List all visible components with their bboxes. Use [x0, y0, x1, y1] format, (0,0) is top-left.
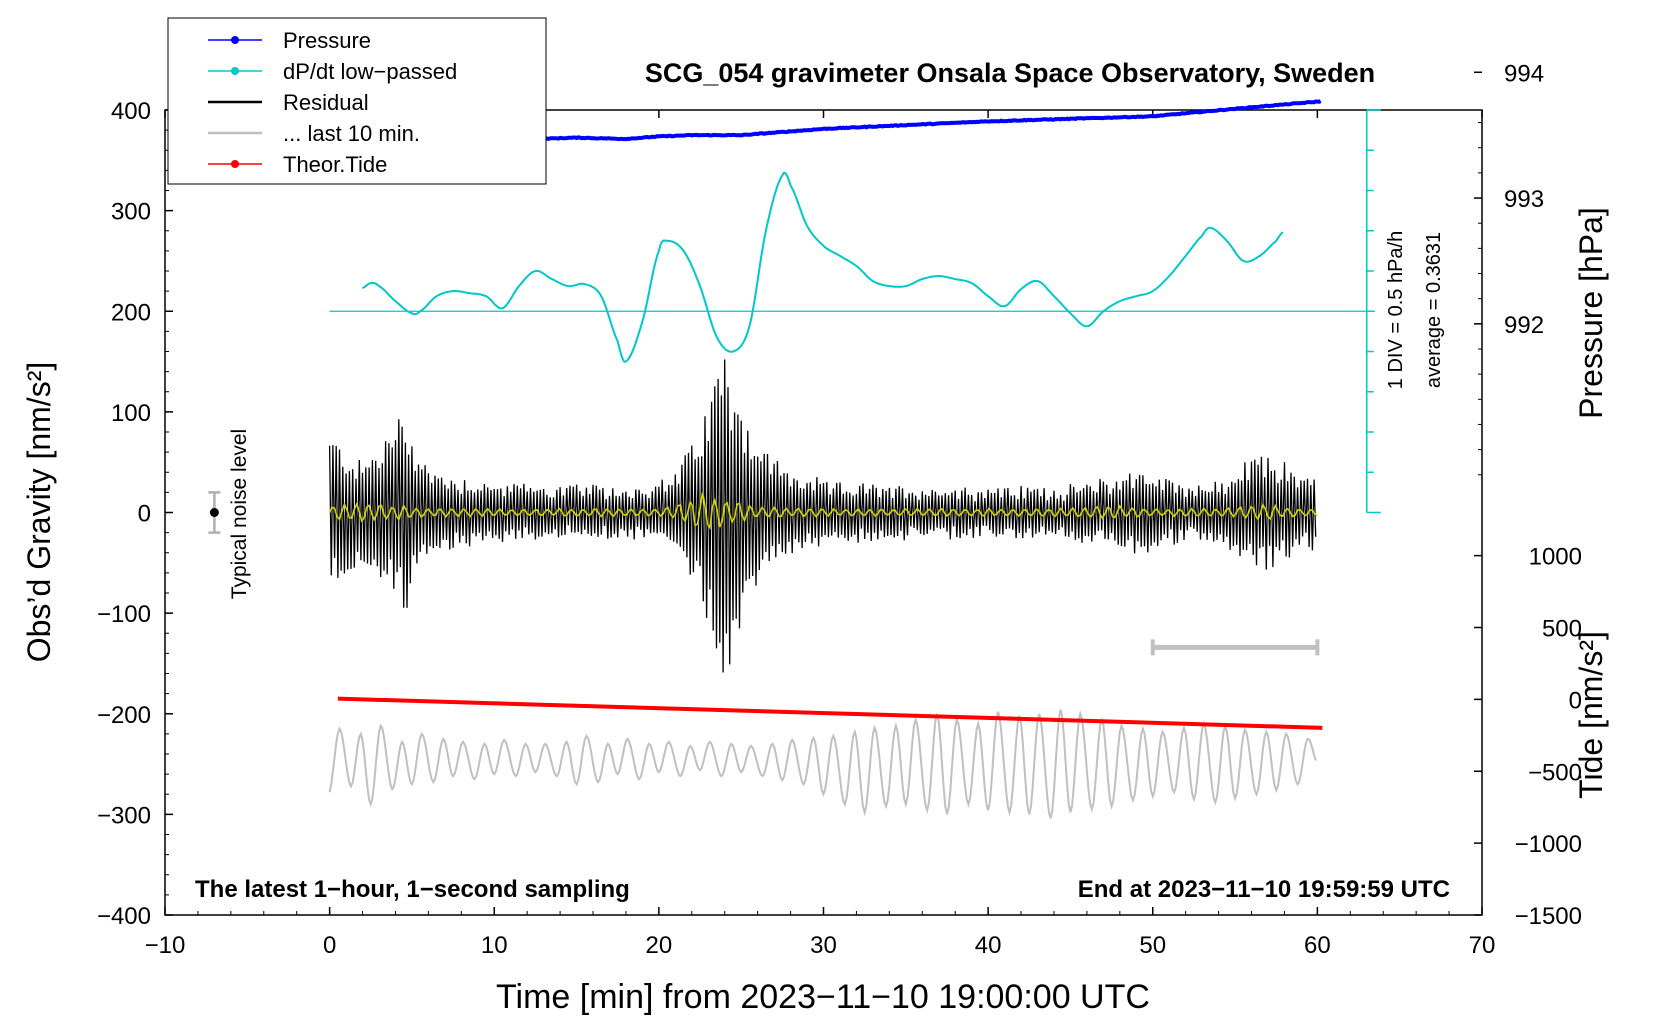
annotation-div: 1 DIV = 0.5 hPa/h — [1385, 231, 1407, 389]
legend-label: ... last 10 min. — [283, 121, 420, 146]
annotation-end-time: End at 2023−11−10 19:59:59 UTC — [1078, 876, 1450, 903]
annotation-sampling: The latest 1−hour, 1−second sampling — [195, 876, 630, 903]
series-layer — [328, 99, 1323, 819]
x-tick-label: 60 — [1304, 932, 1331, 959]
x-tick-label: 50 — [1139, 932, 1166, 959]
legend-label: Theor.Tide — [283, 152, 387, 177]
x-axis-label: Time [min] from 2023−11−10 19:00:00 UTC — [496, 978, 1150, 1016]
x-tick-label: 10 — [481, 932, 508, 959]
y-axis-label-pressure: Pressure [hPa] — [1573, 207, 1609, 419]
x-tick-label: −10 — [145, 932, 186, 959]
noise-bar-dot — [209, 508, 219, 517]
series-residual — [328, 359, 1317, 673]
legend-marker — [231, 36, 239, 44]
tide-tick-label: −1500 — [1515, 903, 1582, 930]
tide-tick-label: 1000 — [1529, 544, 1582, 571]
x-tick-label: 30 — [810, 932, 837, 959]
legend-items: Pressure dP/dt low−passed Residual ... last… — [208, 28, 457, 177]
chart-title: SCG_054 gravimeter Onsala Space Observat… — [645, 58, 1375, 88]
annotation-marks — [208, 491, 1320, 656]
y-tick-label: 400 — [111, 98, 151, 125]
x-tick-label: 40 — [975, 932, 1002, 959]
pressure-tick-label: 993 — [1504, 186, 1544, 213]
tide-tick-label: −500 — [1528, 759, 1582, 786]
series-last-10-min — [328, 709, 1317, 819]
annotation-average: average = 0.3631 — [1423, 232, 1445, 388]
tide-tick-label: 0 — [1569, 687, 1582, 714]
annotation-noise-level: Typical noise level — [228, 429, 251, 599]
y-tick-label: 200 — [111, 299, 151, 326]
legend-label: Residual — [283, 90, 369, 115]
y-tick-label: 0 — [138, 501, 151, 528]
y-axis-label-left: Obs’d Gravity [nm/s²] — [21, 362, 57, 663]
x-tick-label: 0 — [323, 932, 336, 959]
series-theor-tide — [337, 696, 1323, 730]
axes-ticks: −10 0 10 20 30 40 50 60 70−400−300−200−100010020… — [97, 60, 1582, 959]
legend-marker — [231, 160, 239, 168]
series-dpdt — [362, 171, 1284, 363]
y-tick-label: −300 — [97, 802, 151, 829]
x-tick-label: 70 — [1469, 932, 1496, 959]
legend-label: dP/dt low−passed — [283, 59, 457, 84]
y-tick-label: −100 — [97, 601, 151, 628]
y-tick-label: 100 — [111, 400, 151, 427]
y-axis-label-tide: Tide [nm/s²] — [1573, 631, 1609, 799]
tide-tick-label: 500 — [1542, 616, 1582, 643]
series-residual-lowpassed — [328, 492, 1318, 530]
tide-tick-label: −1000 — [1515, 831, 1582, 858]
legend-label: Pressure — [283, 28, 371, 53]
x-tick-label: 20 — [646, 932, 673, 959]
legend: Pressure dP/dt low−passed Residual ... last… — [167, 17, 547, 185]
y-tick-label: −400 — [97, 903, 151, 930]
y-tick-label: 300 — [111, 199, 151, 226]
legend-marker — [231, 67, 239, 75]
y-tick-label: −200 — [97, 702, 151, 729]
dpdt-axis — [329, 109, 1381, 514]
pressure-tick-label: 994 — [1504, 60, 1544, 87]
pressure-tick-label: 992 — [1504, 312, 1544, 339]
